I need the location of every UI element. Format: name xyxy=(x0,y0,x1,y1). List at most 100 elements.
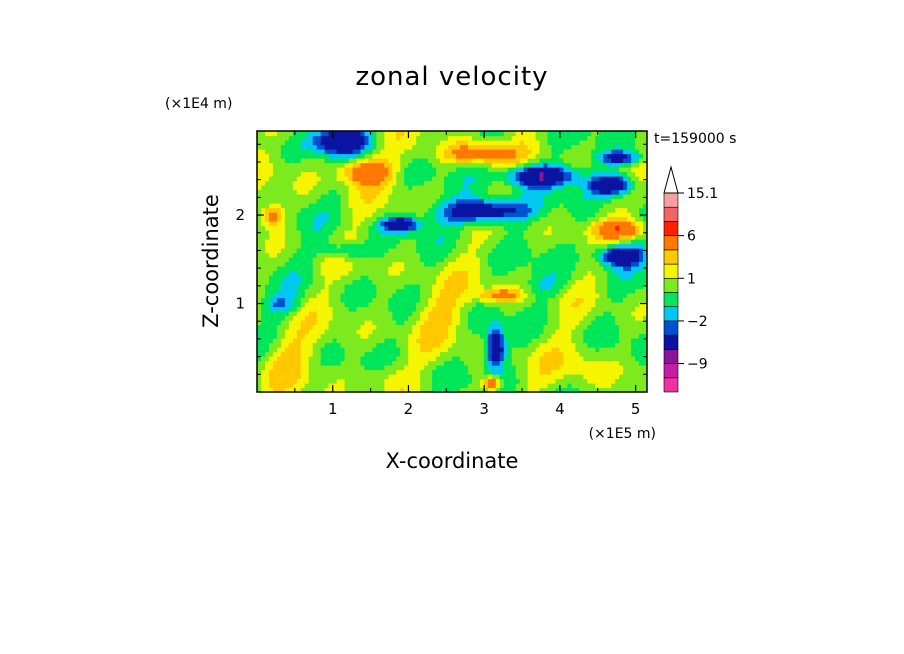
heatmap-cell xyxy=(563,234,569,240)
heatmap-cell xyxy=(575,167,580,173)
heatmap-cell xyxy=(583,194,588,200)
heatmap-cell xyxy=(495,365,501,371)
heatmap-cell xyxy=(623,333,628,339)
heatmap-cell xyxy=(440,374,445,380)
heatmap-cell xyxy=(368,189,374,195)
heatmap-cell xyxy=(396,194,401,200)
heatmap-cell xyxy=(491,374,497,380)
heatmap-cell xyxy=(320,279,326,285)
heatmap-cell xyxy=(515,279,521,285)
heatmap-cell xyxy=(436,288,441,294)
heatmap-cell xyxy=(527,176,533,182)
heatmap-cell xyxy=(452,320,457,326)
heatmap-cell xyxy=(643,360,647,366)
heatmap-cell xyxy=(643,185,647,191)
heatmap-cell xyxy=(380,234,385,240)
heatmap-cell xyxy=(531,162,537,168)
heatmap-cell xyxy=(459,221,465,227)
heatmap-cell xyxy=(324,342,330,348)
heatmap-cell xyxy=(603,261,608,267)
heatmap-cell xyxy=(623,185,628,191)
heatmap-cell xyxy=(551,275,557,281)
heatmap-cell xyxy=(575,338,580,344)
heatmap-cell xyxy=(280,365,286,371)
heatmap-cell xyxy=(499,207,505,213)
heatmap-cell xyxy=(308,162,314,168)
heatmap-cell xyxy=(559,302,565,308)
heatmap-cell xyxy=(579,180,584,186)
heatmap-cell xyxy=(531,351,537,357)
heatmap-cell xyxy=(268,257,274,263)
heatmap-cell xyxy=(260,288,266,294)
heatmap-cell xyxy=(312,230,318,236)
heatmap-cell xyxy=(332,275,338,281)
heatmap-cell xyxy=(264,302,270,308)
heatmap-cell xyxy=(499,315,505,321)
heatmap-cell xyxy=(635,369,640,375)
heatmap-cell xyxy=(539,239,545,245)
heatmap-cell xyxy=(376,198,381,204)
heatmap-cell xyxy=(364,315,370,321)
heatmap-cell xyxy=(455,342,461,348)
heatmap-cell xyxy=(276,387,282,392)
heatmap-cell xyxy=(324,374,330,380)
heatmap-cell xyxy=(328,194,334,200)
heatmap-cell xyxy=(308,284,314,290)
heatmap-cell xyxy=(563,198,569,204)
heatmap-cell xyxy=(619,189,624,195)
heatmap-cell xyxy=(300,216,306,222)
heatmap-cell xyxy=(364,311,370,317)
heatmap-cell xyxy=(635,329,640,335)
heatmap-cell xyxy=(304,306,310,312)
heatmap-cell xyxy=(463,212,469,218)
heatmap-cell xyxy=(452,297,457,303)
heatmap-cell xyxy=(563,383,569,389)
heatmap-cell xyxy=(260,360,266,366)
heatmap-cell xyxy=(364,306,370,312)
heatmap-cell xyxy=(364,212,370,218)
heatmap-cell xyxy=(392,270,397,276)
heatmap-cell xyxy=(595,248,600,254)
heatmap-cell xyxy=(475,347,481,353)
heatmap-cell xyxy=(276,198,282,204)
heatmap-cell xyxy=(455,180,461,186)
heatmap-cell xyxy=(623,162,628,168)
heatmap-cell xyxy=(428,252,433,258)
heatmap-cell xyxy=(428,257,433,263)
heatmap-cell xyxy=(539,342,545,348)
heatmap-cell xyxy=(308,261,314,267)
heatmap-cell xyxy=(257,252,262,258)
heatmap-cell xyxy=(531,383,537,389)
heatmap-cell xyxy=(392,378,397,384)
heatmap-cell xyxy=(344,338,350,344)
heatmap-cell xyxy=(519,207,525,213)
heatmap-cell xyxy=(268,360,274,366)
heatmap-cell xyxy=(424,306,429,312)
heatmap-cell xyxy=(384,248,389,254)
heatmap-cell xyxy=(260,203,266,209)
heatmap-cell xyxy=(332,284,338,290)
heatmap-cell xyxy=(599,306,604,312)
heatmap-cell xyxy=(603,383,608,389)
heatmap-cell xyxy=(257,261,262,267)
heatmap-cell xyxy=(471,239,477,245)
heatmap-cell xyxy=(344,270,350,276)
heatmap-cell xyxy=(296,207,302,213)
heatmap-cell xyxy=(312,261,318,267)
heatmap-cell xyxy=(495,315,501,321)
heatmap-cell xyxy=(459,171,465,177)
heatmap-cell xyxy=(268,221,274,227)
heatmap-cell xyxy=(352,257,358,263)
heatmap-cell xyxy=(639,374,644,380)
heatmap-cell xyxy=(631,378,636,384)
heatmap-cell xyxy=(392,288,397,294)
heatmap-cell xyxy=(292,320,298,326)
heatmap-cell xyxy=(611,288,616,294)
heatmap-cell xyxy=(348,356,354,362)
heatmap-cell xyxy=(268,315,274,321)
heatmap-cell xyxy=(503,293,509,299)
heatmap-cell xyxy=(304,320,310,326)
heatmap-cell xyxy=(328,212,334,218)
heatmap-cell xyxy=(575,248,580,254)
heatmap-cell xyxy=(380,162,385,168)
